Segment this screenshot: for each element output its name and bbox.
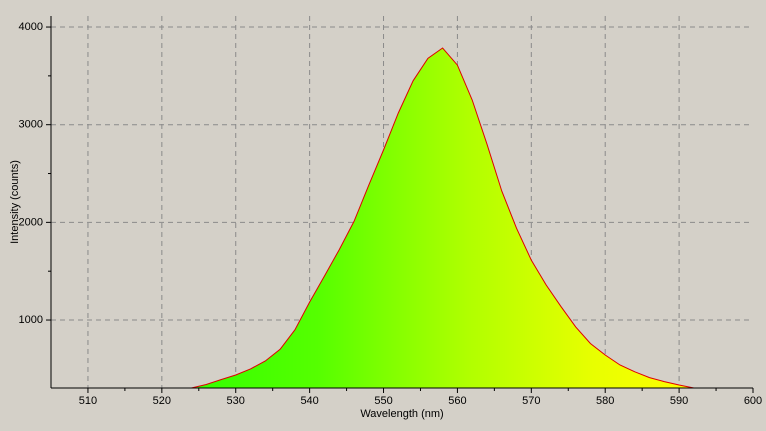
x-axis-title: Wavelength (nm) bbox=[360, 408, 443, 420]
x-tick-label: 510 bbox=[79, 395, 97, 407]
y-tick-label: 3000 bbox=[19, 119, 43, 131]
x-tick-label: 520 bbox=[153, 395, 171, 407]
y-tick-label: 4000 bbox=[19, 21, 43, 33]
x-tick-label: 540 bbox=[300, 395, 318, 407]
y-tick-label: 1000 bbox=[19, 314, 43, 326]
x-tick-label: 580 bbox=[596, 395, 614, 407]
x-tick-label: 560 bbox=[448, 395, 466, 407]
y-tick-label: 2000 bbox=[19, 216, 43, 228]
line bbox=[191, 47, 694, 388]
x-tick-label: 570 bbox=[522, 395, 540, 407]
x-tick-label: 590 bbox=[670, 395, 688, 407]
x-tick-label: 550 bbox=[374, 395, 392, 407]
x-tick-label: 600 bbox=[744, 395, 762, 407]
y-axis-title: Intensity (counts) bbox=[9, 160, 21, 244]
area-fill bbox=[191, 48, 694, 388]
x-tick-label: 530 bbox=[227, 395, 245, 407]
